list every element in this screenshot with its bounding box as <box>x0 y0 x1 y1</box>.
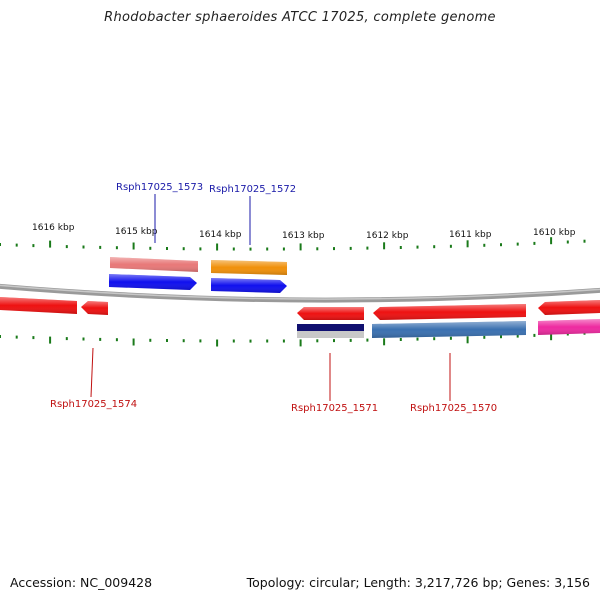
gene-feature-left-red[interactable] <box>0 297 77 314</box>
leader-line-1574 <box>90 347 94 398</box>
gene-arrow-shade <box>81 301 108 315</box>
gene-arrow-shade <box>538 300 600 315</box>
gene-arrow-shade <box>373 304 526 320</box>
kbp-label: 1612 kbp <box>366 231 409 241</box>
gene-label-1574[interactable]: Rsph17025_1574 <box>50 399 137 410</box>
gene-arrow-shade <box>372 321 526 338</box>
gene-arrow <box>297 324 364 331</box>
gene-arrow-shade <box>297 307 364 320</box>
kbp-label: 1615 kbp <box>115 227 158 237</box>
lower-tick-track <box>0 331 586 347</box>
genome-summary-text: Topology: circular; Length: 3,217,726 bp… <box>246 575 590 590</box>
kbp-label: 1613 kbp <box>282 231 325 241</box>
gene-arrow-shade <box>211 260 287 275</box>
gene-arrow-shade <box>0 297 77 314</box>
genome-backbone-highlight <box>0 284 600 300</box>
kbp-label: 1611 kbp <box>449 230 492 240</box>
gene-feature-1574[interactable] <box>81 301 108 315</box>
kbp-label: 1616 kbp <box>32 223 75 233</box>
gene-feature-1571[interactable] <box>297 307 364 338</box>
kbp-label: 1610 kbp <box>533 228 576 238</box>
genome-backbone <box>0 283 600 303</box>
gene-feature-1572[interactable] <box>211 260 287 293</box>
gene-arrow-shade <box>110 257 198 272</box>
gene-feature-1570[interactable] <box>372 304 526 338</box>
gene-feature-1573[interactable] <box>109 257 198 290</box>
kbp-label: 1614 kbp <box>199 230 242 240</box>
gene-arrow-shade <box>538 319 600 335</box>
gene-arrow-shade <box>211 278 287 293</box>
gene-arrow-shade <box>109 274 197 290</box>
accession-text: Accession: NC_009428 <box>10 575 153 590</box>
page-title: Rhodobacter sphaeroides ATCC 17025, comp… <box>104 10 496 25</box>
gene-label-1572[interactable]: Rsph17025_1572 <box>209 184 296 195</box>
gene-label-1573[interactable]: Rsph17025_1573 <box>116 182 203 193</box>
gene-feature-right[interactable] <box>538 300 600 335</box>
gene-arrow <box>297 331 364 338</box>
upper-tick-track <box>0 237 586 251</box>
gene-label-1571[interactable]: Rsph17025_1571 <box>291 403 378 414</box>
gene-label-1570[interactable]: Rsph17025_1570 <box>410 403 497 414</box>
